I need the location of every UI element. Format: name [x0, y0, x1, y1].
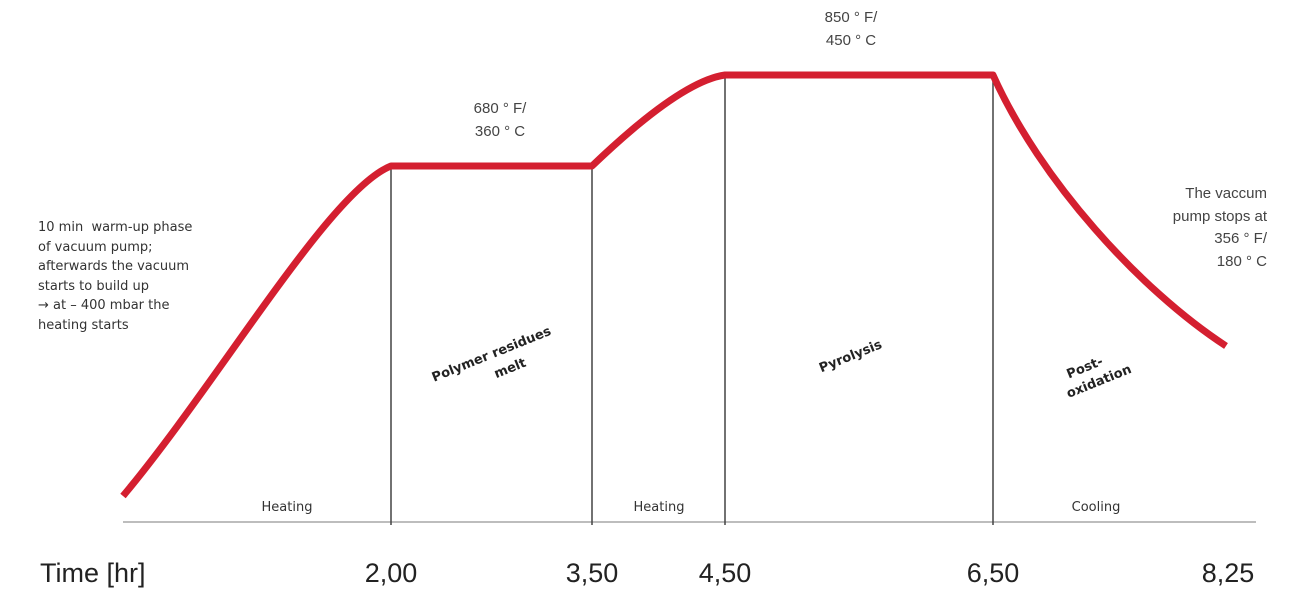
- pump-stop-note: The vaccum pump stops at 356 ° F/ 180 ° …: [1172, 185, 1267, 270]
- tick-2-00: 2,00: [365, 558, 418, 588]
- temperature-curve: [120, 71, 1228, 499]
- phase-label-heating-1: Heating: [262, 500, 313, 515]
- phase-label-heating-2: Heating: [634, 500, 685, 515]
- time-axis-title: Time [hr]: [40, 558, 146, 588]
- phase-label-pyrolysis: Pyrolysis: [817, 337, 884, 376]
- phase-label-cooling: Cooling: [1072, 500, 1121, 515]
- warmup-note: 10 min warm-up phase of vacuum pump; aft…: [38, 220, 193, 333]
- tick-6-50: 6,50: [967, 558, 1020, 588]
- temp-label-first-plateau: 680 ° F/ 360 ° C: [473, 100, 527, 140]
- tick-3-50: 3,50: [566, 558, 619, 588]
- temp-label-second-plateau: 850 ° F/ 450 ° C: [824, 9, 878, 49]
- tick-8-25: 8,25: [1202, 558, 1255, 588]
- phase-label-polymer-line1: Polymer residues: [430, 324, 554, 386]
- tick-4-50: 4,50: [699, 558, 752, 588]
